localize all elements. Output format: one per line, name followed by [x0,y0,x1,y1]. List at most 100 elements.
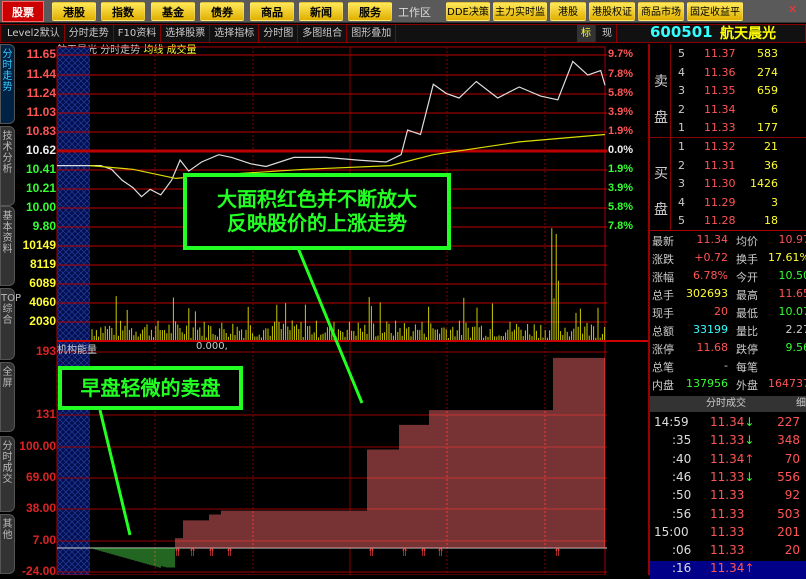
tick-row: :06 11.33 20 [672,543,800,558]
quote-row: 总笔-每笔- [652,359,758,374]
side-tab[interactable]: 其他 [0,514,15,574]
indicator-tick: 100.00 [19,439,56,453]
toolbar-item[interactable]: 选择指标 [210,25,260,42]
nav-button[interactable]: 港股 [52,2,96,21]
nav-button[interactable]: 债券 [200,2,244,21]
pct-tick: 5.8% [608,87,634,99]
nav-button[interactable]: 新闻 [299,2,343,21]
tick-row: 14:59 11.34↓ 227 [654,415,800,429]
toolbar-item[interactable]: 多图组合 [298,25,348,42]
indicator-value: 0.000, [196,341,228,352]
nav-button[interactable]: 基金 [151,2,195,21]
pct-tick: 7.8% [608,68,634,80]
price-tick: 9.80 [32,219,56,233]
average-line [89,133,606,180]
order-level: 5 11.37 583 [678,47,778,60]
toolbar-item[interactable]: 选择股票 [161,25,211,42]
pct-tick: 1.9% [608,125,634,137]
side-tab[interactable]: 分时成交 [0,436,15,512]
stock-code: 600501 [650,23,713,41]
avg-legend: 均线 [143,45,164,56]
sell-label: 卖盘 [654,74,668,126]
side-tab[interactable]: 全屏 [0,362,15,432]
nav-button-right[interactable]: 港股权证 [589,2,635,21]
chart-mode: 分时走势 [100,45,141,56]
price-tick: 10.83 [25,124,56,138]
quote-row: 内盘 137956 外盘 164737 [652,377,806,392]
nav-button[interactable]: 商品 [250,2,294,21]
nav-button-right[interactable]: DDE决策 [446,2,490,21]
volume-tick: 10149 [22,238,56,252]
nav-button-right[interactable]: 固定收益平 [687,2,743,21]
volume-tick: 6089 [29,276,56,290]
order-level: 4 11.29 3 [678,195,778,209]
price-tick: 10.00 [25,200,56,214]
up-arrow-icon: ↑ [744,561,755,576]
pre-market-hatch [57,47,90,575]
nav-button[interactable]: 服务 [348,2,392,21]
nav-button-right[interactable]: 港股 [550,2,586,21]
price-tick: 10.21 [25,181,56,195]
quote-row: 涨跌 +0.72 换手 17.61% [652,251,806,266]
tick-row: :40 11.34↑ 70 [672,451,800,466]
tick-row: :56 11.33 503 [672,506,800,521]
intraday-chart[interactable]: ⇑ ⇑ ⇑ ⇑ ⇑ ⇑ ⇑ ⇑ ⇑ [0,0,648,575]
stock-logo-button[interactable]: 股票 [2,1,44,22]
order-level: 2 11.31 36 [678,158,778,172]
price-line [56,60,606,198]
side-tab[interactable]: 分时走势 [0,44,15,124]
side-tab[interactable]: 技术分析 [0,126,15,206]
pct-tick: 3.9% [608,106,634,118]
down-arrow-icon: ↓ [744,433,755,448]
indicator-title: 机构能量 [57,345,97,356]
pct-tick: 0.0% [608,144,634,156]
nav-button-right[interactable]: 主力实时监 [493,2,547,21]
nav-button-right[interactable]: 商品市场 [638,2,684,21]
order-level: 1 11.32 21 [678,140,778,153]
price-tick: 10.62 [25,143,56,157]
order-level: 4 11.36 274 [678,65,778,79]
workspace-menu[interactable]: 工作区 [398,6,431,19]
vol-legend: 成交量 [166,45,197,56]
volume-tick: 4060 [29,295,56,309]
indicator-tick: 131 [35,407,56,421]
indicator-tick: 69.00 [25,470,56,484]
toolbar-item[interactable]: 分时走势 [65,25,114,42]
buy-arrow-icon: ⇑ [188,546,197,559]
mark-button[interactable]: 标 [577,25,596,42]
now-button[interactable]: 现 [598,25,617,42]
pct-tick: 3.9% [608,182,634,194]
buy-label: 买盘 [654,166,668,218]
buy-arrow-icon: ⇑ [419,546,428,559]
tick-row: :50 11.33 92 [672,488,800,503]
down-arrow-icon: ↓ [744,469,755,484]
volume-tick: 8119 [29,257,56,271]
up-arrow-icon: ↑ [744,451,755,466]
side-tab[interactable]: 基本资料 [0,206,15,286]
nav-button[interactable]: 指数 [101,2,145,21]
toolbar: Level2默认 分时走势 F10资料 选择股票 选择指标 分时图 多图组合 图形叠加 标现 [0,24,806,43]
close-icon[interactable]: ✕ [788,3,798,16]
volume-tick: 2030 [29,314,56,328]
annotation-pointer [98,409,132,536]
side-tab[interactable]: TOP综合 [0,288,21,360]
detail-button[interactable]: 细 [796,398,806,409]
stock-name: 航天晨光 [720,26,776,42]
tick-row: :35 11.33↓ 348 [672,433,800,448]
buy-arrow-icon: ⇑ [553,546,562,559]
toolbar-item[interactable]: F10资料 [114,25,162,42]
pct-tick: 5.8% [608,201,634,213]
toolbar-item[interactable]: 分时图 [259,25,299,42]
price-tick: 10.41 [25,162,56,176]
tick-row: :16 11.34↑ [650,561,806,579]
indicator-tick: 193 [35,344,56,358]
buy-arrow-icon: ⇑ [400,546,409,559]
indicator-tick: 7.00 [32,533,56,547]
toolbar-item[interactable]: Level2默认 [3,25,65,42]
toolbar-item[interactable]: 图形叠加 [347,25,397,42]
indicator-tick: -24.00 [21,564,56,578]
